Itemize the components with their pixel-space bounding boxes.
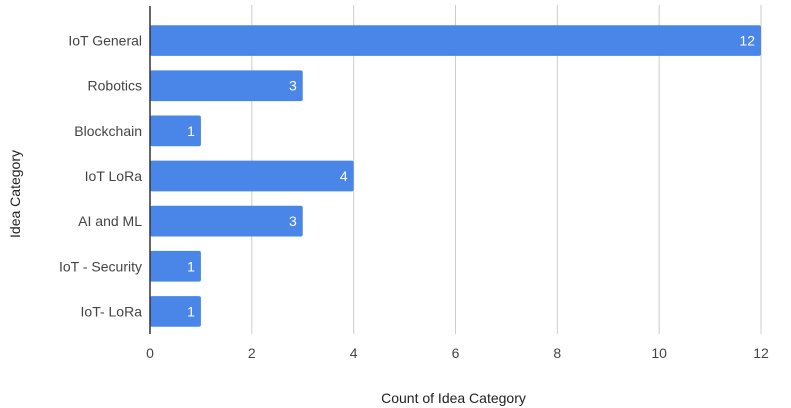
bar-6 <box>150 296 201 327</box>
bars <box>150 25 761 327</box>
bar-4 <box>150 205 303 237</box>
bar-0 <box>150 25 761 56</box>
data-label-0: 12 <box>739 33 755 49</box>
x-tick-label-3: 6 <box>452 345 460 361</box>
category-label-0: IoT General <box>68 33 142 49</box>
data-label-5: 1 <box>187 258 195 274</box>
data-label-2: 1 <box>187 123 195 139</box>
x-axis-title: Count of Idea Category <box>381 390 526 406</box>
data-label-1: 3 <box>289 78 297 94</box>
data-labels: 12 3 1 4 3 1 1 <box>187 33 755 320</box>
data-label-3: 4 <box>340 168 348 184</box>
gridlines <box>251 5 762 334</box>
x-tick-label-1: 2 <box>248 345 256 361</box>
category-labels: IoT General Robotics Blockchain IoT LoRa AI … <box>59 33 142 320</box>
x-tick-label-6: 12 <box>753 345 769 361</box>
category-label-1: Robotics <box>88 78 142 94</box>
bar-1 <box>150 70 303 102</box>
data-label-4: 3 <box>289 213 297 229</box>
x-tick-label-0: 0 <box>146 345 154 361</box>
category-label-4: AI and ML <box>78 213 142 229</box>
x-tick-label-2: 4 <box>350 345 358 361</box>
bar-2 <box>150 115 201 147</box>
x-tick-label-4: 8 <box>553 345 561 361</box>
data-label-6: 1 <box>187 303 195 319</box>
category-label-5: IoT - Security <box>59 258 142 274</box>
y-axis-title: Idea Category <box>7 150 23 238</box>
category-label-3: IoT LoRa <box>85 168 143 184</box>
x-tick-labels: 0 2 4 6 8 10 12 <box>146 345 769 361</box>
bar-3 <box>150 160 354 192</box>
category-label-6: IoT- LoRa <box>81 303 143 319</box>
category-label-2: Blockchain <box>74 123 142 139</box>
x-tick-label-5: 10 <box>651 345 667 361</box>
bar-5 <box>150 250 201 282</box>
